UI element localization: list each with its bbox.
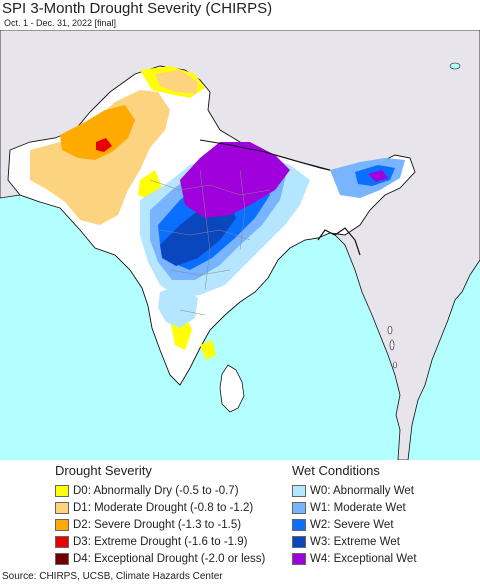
swatch-d4 [55,553,69,565]
swatch-d1 [55,502,69,514]
legend-item-w4: W4: Exceptional Wet [292,552,417,566]
small-lake-icon [449,62,461,70]
swatch-d3 [55,536,69,548]
source-credit: Source: CHIRPS, UCSB, Climate Hazards Ce… [2,571,223,582]
sri-lanka [219,364,245,413]
legend-label-d0: D0: Abnormally Dry (-0.5 to -0.7) [73,485,239,497]
drought-d2-pakistan [60,105,135,160]
legend-item-d2: D2: Severe Drought (-1.3 to -1.5) [55,518,241,532]
legend-label-w4: W4: Exceptional Wet [310,553,417,565]
drought-d0-southeast [200,340,216,360]
nepal-border [199,139,331,171]
legend-item-w0: W0: Abnormally Wet [292,484,414,498]
wet-legend-title: Wet Conditions [292,463,380,478]
legend-label-d4: D4: Exceptional Drought (-2.0 or less) [73,553,266,565]
legend-item-w1: W1: Moderate Wet [292,501,406,515]
legend-label-w0: W0: Abnormally Wet [310,485,414,497]
legend-label-d2: D2: Severe Drought (-1.3 to -1.5) [73,519,242,531]
legend-item-d4: D4: Exceptional Drought (-2.0 or less) [55,552,265,566]
drought-legend-title: Drought Severity [55,463,152,478]
legend-item-w3: W3: Extreme Wet [292,535,400,549]
wet-w4-northeast [368,170,388,182]
legend-item-d1: D1: Moderate Drought (-0.8 to -1.2) [55,501,253,515]
map-subtitle: Oct. 1 - Dec. 31, 2022 [final] [4,18,117,28]
legend-label-d3: D3: Extreme Drought (-1.6 to -1.9) [73,536,248,548]
swatch-w4 [292,553,306,565]
admin-boundaries [149,169,271,316]
swatch-w3 [292,536,306,548]
legend-label-w3: W3: Extreme Wet [310,536,400,548]
drought-d3-pakistan [96,138,112,152]
swatch-w1 [292,502,306,514]
legend-label-d1: D1: Moderate Drought (-0.8 to -1.2) [73,502,254,514]
drought-d1-north [155,70,198,94]
legend-item-d3: D3: Extreme Drought (-1.6 to -1.9) [55,535,247,549]
drought-map [0,30,480,460]
swatch-d0 [55,485,69,497]
map-title: SPI 3-Month Drought Severity (CHIRPS) [2,0,273,17]
andaman-islands [387,325,397,369]
wet-w0-south [158,285,198,328]
legend: Drought Severity Wet Conditions D0: Abno… [0,460,480,570]
wet-w4-north [180,142,290,218]
swatch-w0 [292,485,306,497]
legend-label-w2: W2: Severe Wet [310,519,394,531]
bangladesh-coast [317,227,361,256]
legend-label-w1: W1: Moderate Wet [310,502,406,514]
map-area [0,30,480,460]
swatch-d2 [55,519,69,531]
legend-item-w2: W2: Severe Wet [292,518,394,532]
legend-item-d0: D0: Abnormally Dry (-0.5 to -0.7) [55,484,239,498]
swatch-w2 [292,519,306,531]
